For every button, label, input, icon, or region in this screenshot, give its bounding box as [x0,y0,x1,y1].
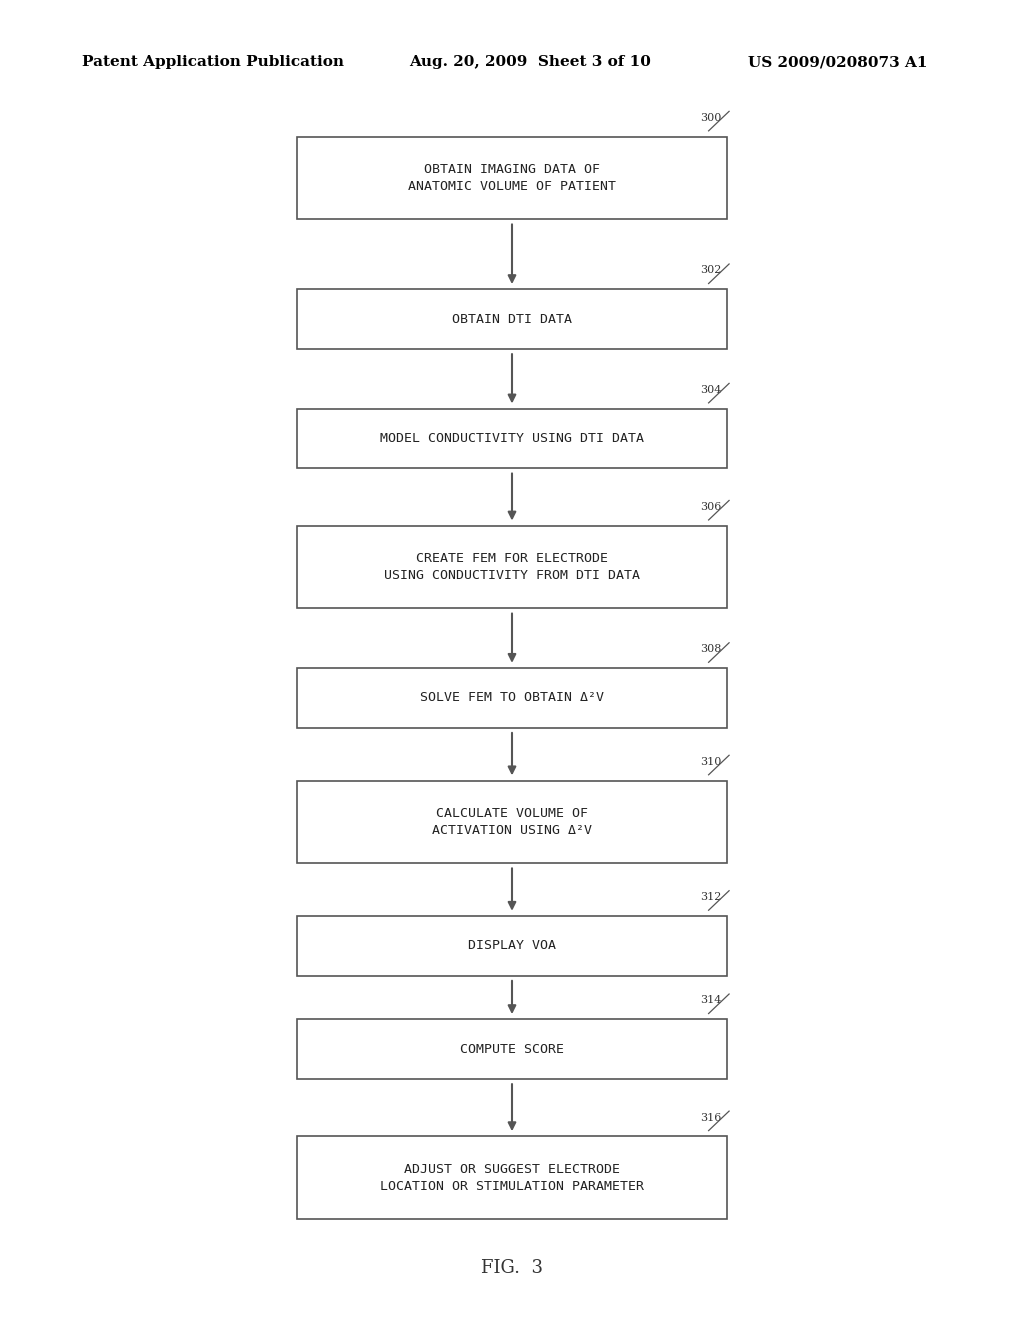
FancyBboxPatch shape [297,916,727,975]
FancyBboxPatch shape [297,668,727,727]
FancyBboxPatch shape [297,780,727,863]
FancyBboxPatch shape [297,525,727,609]
Text: CREATE FEM FOR ELECTRODE
USING CONDUCTIVITY FROM DTI DATA: CREATE FEM FOR ELECTRODE USING CONDUCTIV… [384,552,640,582]
FancyBboxPatch shape [297,409,727,469]
Text: 316: 316 [700,1113,722,1122]
FancyBboxPatch shape [297,1019,727,1078]
Text: OBTAIN DTI DATA: OBTAIN DTI DATA [452,313,572,326]
FancyBboxPatch shape [297,1137,727,1218]
Text: 302: 302 [700,265,722,276]
Text: MODEL CONDUCTIVITY USING DTI DATA: MODEL CONDUCTIVITY USING DTI DATA [380,432,644,445]
Text: 308: 308 [700,644,722,655]
Text: Aug. 20, 2009  Sheet 3 of 10: Aug. 20, 2009 Sheet 3 of 10 [410,55,651,70]
Text: OBTAIN IMAGING DATA OF
ANATOMIC VOLUME OF PATIENT: OBTAIN IMAGING DATA OF ANATOMIC VOLUME O… [408,162,616,193]
Text: 304: 304 [700,385,722,395]
Text: Patent Application Publication: Patent Application Publication [82,55,344,70]
Text: DISPLAY VOA: DISPLAY VOA [468,940,556,952]
Text: US 2009/0208073 A1: US 2009/0208073 A1 [748,55,927,70]
Text: SOLVE FEM TO OBTAIN Δ²V: SOLVE FEM TO OBTAIN Δ²V [420,692,604,705]
Text: ADJUST OR SUGGEST ELECTRODE
LOCATION OR STIMULATION PARAMETER: ADJUST OR SUGGEST ELECTRODE LOCATION OR … [380,1163,644,1193]
Text: 306: 306 [700,502,722,512]
FancyBboxPatch shape [297,136,727,219]
Text: 310: 310 [700,756,722,767]
Text: 300: 300 [700,112,722,123]
Text: COMPUTE SCORE: COMPUTE SCORE [460,1043,564,1056]
Text: 314: 314 [700,995,722,1006]
Text: FIG.  3: FIG. 3 [481,1259,543,1278]
Text: 312: 312 [700,892,722,902]
FancyBboxPatch shape [297,289,727,348]
Text: CALCULATE VOLUME OF
ACTIVATION USING Δ²V: CALCULATE VOLUME OF ACTIVATION USING Δ²V [432,807,592,837]
